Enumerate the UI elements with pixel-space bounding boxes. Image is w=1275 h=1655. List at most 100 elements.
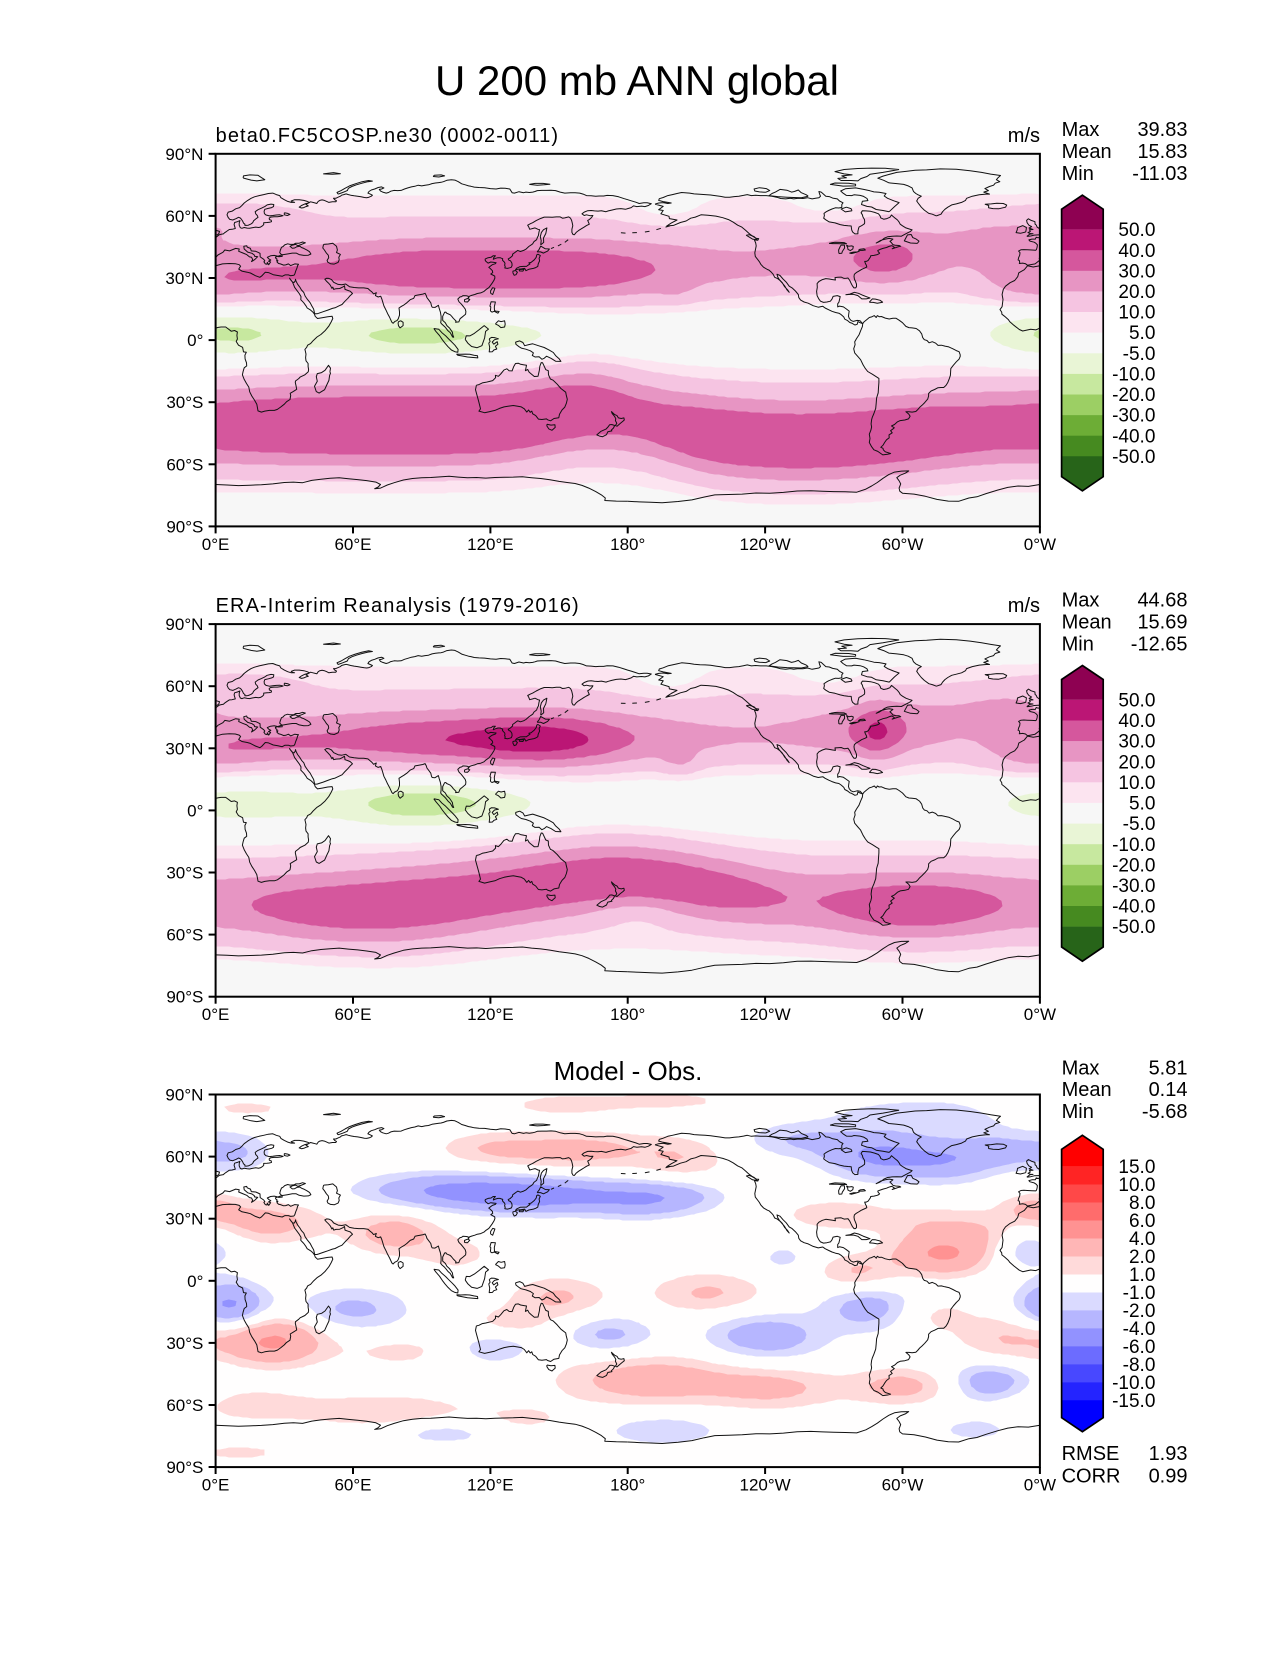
svg-text:60°E: 60°E xyxy=(334,1005,371,1024)
svg-text:180°: 180° xyxy=(610,535,645,554)
svg-text:-8.0: -8.0 xyxy=(1123,1355,1156,1376)
svg-text:-1.0: -1.0 xyxy=(1123,1283,1156,1304)
svg-text:-10.0: -10.0 xyxy=(1112,835,1155,856)
svg-text:CORR: CORR xyxy=(1062,1466,1121,1488)
svg-text:60°N: 60°N xyxy=(165,207,203,226)
svg-text:-15.0: -15.0 xyxy=(1112,1391,1155,1412)
svg-text:10.0: 10.0 xyxy=(1118,773,1155,794)
svg-text:0°E: 0°E xyxy=(202,535,230,554)
svg-text:-40.0: -40.0 xyxy=(1112,426,1155,447)
svg-text:5.0: 5.0 xyxy=(1129,794,1155,815)
svg-text:0°W: 0°W xyxy=(1024,535,1056,554)
svg-text:120°W: 120°W xyxy=(739,1005,790,1024)
svg-text:0°: 0° xyxy=(187,331,203,350)
svg-text:60°W: 60°W xyxy=(882,1476,924,1495)
svg-text:30°S: 30°S xyxy=(166,1334,203,1353)
svg-text:120°E: 120°E xyxy=(467,1005,514,1024)
svg-text:Mean: Mean xyxy=(1062,612,1112,634)
svg-text:-40.0: -40.0 xyxy=(1112,897,1155,918)
svg-text:39.83: 39.83 xyxy=(1137,119,1187,141)
svg-text:90°S: 90°S xyxy=(166,517,203,536)
svg-text:Min: Min xyxy=(1062,1101,1094,1123)
svg-text:0°E: 0°E xyxy=(202,1476,230,1495)
svg-text:90°S: 90°S xyxy=(166,1458,203,1477)
svg-text:m/s: m/s xyxy=(1008,595,1040,617)
svg-text:RMSE: RMSE xyxy=(1062,1443,1120,1465)
svg-text:60°E: 60°E xyxy=(334,535,371,554)
svg-text:-20.0: -20.0 xyxy=(1112,385,1155,406)
svg-text:20.0: 20.0 xyxy=(1118,282,1155,303)
svg-text:-2.0: -2.0 xyxy=(1123,1301,1156,1322)
svg-text:30°N: 30°N xyxy=(165,1210,203,1229)
svg-text:-5.0: -5.0 xyxy=(1123,344,1156,365)
svg-text:60°N: 60°N xyxy=(165,677,203,696)
svg-text:-20.0: -20.0 xyxy=(1112,855,1155,876)
svg-text:10.0: 10.0 xyxy=(1118,303,1155,324)
svg-text:6.0: 6.0 xyxy=(1129,1211,1155,1232)
svg-text:Max: Max xyxy=(1062,1057,1100,1079)
svg-text:50.0: 50.0 xyxy=(1118,220,1155,241)
svg-text:-50.0: -50.0 xyxy=(1112,447,1155,468)
svg-text:m/s: m/s xyxy=(1008,125,1040,147)
svg-text:30°S: 30°S xyxy=(166,393,203,412)
svg-text:180°: 180° xyxy=(610,1476,645,1495)
svg-text:50.0: 50.0 xyxy=(1118,691,1155,712)
svg-text:60°S: 60°S xyxy=(166,455,203,474)
svg-text:Model - Obs.: Model - Obs. xyxy=(554,1056,703,1086)
svg-text:0°: 0° xyxy=(187,801,203,820)
svg-text:120°E: 120°E xyxy=(467,1476,514,1495)
svg-text:90°N: 90°N xyxy=(165,615,203,634)
svg-text:Mean: Mean xyxy=(1062,141,1112,163)
svg-text:40.0: 40.0 xyxy=(1118,241,1155,262)
svg-text:beta0.FC5COSP.ne30 (0002-0011): beta0.FC5COSP.ne30 (0002-0011) xyxy=(216,125,560,147)
svg-text:15.0: 15.0 xyxy=(1118,1157,1155,1178)
svg-text:60°W: 60°W xyxy=(882,1005,924,1024)
svg-text:60°S: 60°S xyxy=(166,1396,203,1415)
svg-text:60°N: 60°N xyxy=(165,1148,203,1167)
svg-text:15.69: 15.69 xyxy=(1137,612,1187,634)
svg-text:180°: 180° xyxy=(610,1005,645,1024)
svg-text:30°N: 30°N xyxy=(165,739,203,758)
svg-text:30.0: 30.0 xyxy=(1118,732,1155,753)
svg-text:ERA-Interim Reanalysis (1979-2: ERA-Interim Reanalysis (1979-2016) xyxy=(216,595,580,617)
svg-text:Min: Min xyxy=(1062,633,1094,655)
svg-text:0°W: 0°W xyxy=(1024,1005,1056,1024)
svg-text:120°W: 120°W xyxy=(739,535,790,554)
svg-text:0.99: 0.99 xyxy=(1149,1466,1188,1488)
svg-text:0.14: 0.14 xyxy=(1149,1079,1188,1101)
svg-text:Min: Min xyxy=(1062,163,1094,185)
svg-text:60°W: 60°W xyxy=(882,535,924,554)
svg-text:30.0: 30.0 xyxy=(1118,261,1155,282)
svg-text:90°N: 90°N xyxy=(165,1086,203,1105)
svg-text:1.93: 1.93 xyxy=(1149,1443,1188,1465)
svg-text:-12.65: -12.65 xyxy=(1131,633,1188,655)
svg-text:120°W: 120°W xyxy=(739,1476,790,1495)
svg-text:-6.0: -6.0 xyxy=(1123,1337,1156,1358)
svg-text:4.0: 4.0 xyxy=(1129,1229,1155,1250)
svg-text:30°S: 30°S xyxy=(166,864,203,883)
svg-text:0°: 0° xyxy=(187,1272,203,1291)
svg-text:15.83: 15.83 xyxy=(1137,141,1187,163)
svg-text:-10.0: -10.0 xyxy=(1112,1373,1155,1394)
svg-text:2.0: 2.0 xyxy=(1129,1247,1155,1268)
svg-text:Mean: Mean xyxy=(1062,1079,1112,1101)
svg-text:-11.03: -11.03 xyxy=(1132,163,1187,185)
svg-text:Max: Max xyxy=(1062,590,1100,612)
svg-text:20.0: 20.0 xyxy=(1118,752,1155,773)
svg-text:44.68: 44.68 xyxy=(1137,590,1187,612)
svg-text:40.0: 40.0 xyxy=(1118,711,1155,732)
svg-text:30°N: 30°N xyxy=(165,269,203,288)
svg-text:120°E: 120°E xyxy=(467,535,514,554)
svg-text:60°S: 60°S xyxy=(166,926,203,945)
svg-text:1.0: 1.0 xyxy=(1129,1265,1155,1286)
svg-text:0°E: 0°E xyxy=(202,1005,230,1024)
svg-text:-10.0: -10.0 xyxy=(1112,365,1155,386)
svg-text:10.0: 10.0 xyxy=(1118,1175,1155,1196)
svg-text:-30.0: -30.0 xyxy=(1112,876,1155,897)
svg-text:-30.0: -30.0 xyxy=(1112,406,1155,427)
svg-text:90°N: 90°N xyxy=(165,145,203,164)
svg-text:U 200 mb ANN global: U 200 mb ANN global xyxy=(435,57,839,104)
svg-text:-50.0: -50.0 xyxy=(1112,917,1155,938)
svg-text:-4.0: -4.0 xyxy=(1123,1319,1156,1340)
svg-text:0°W: 0°W xyxy=(1024,1476,1056,1495)
